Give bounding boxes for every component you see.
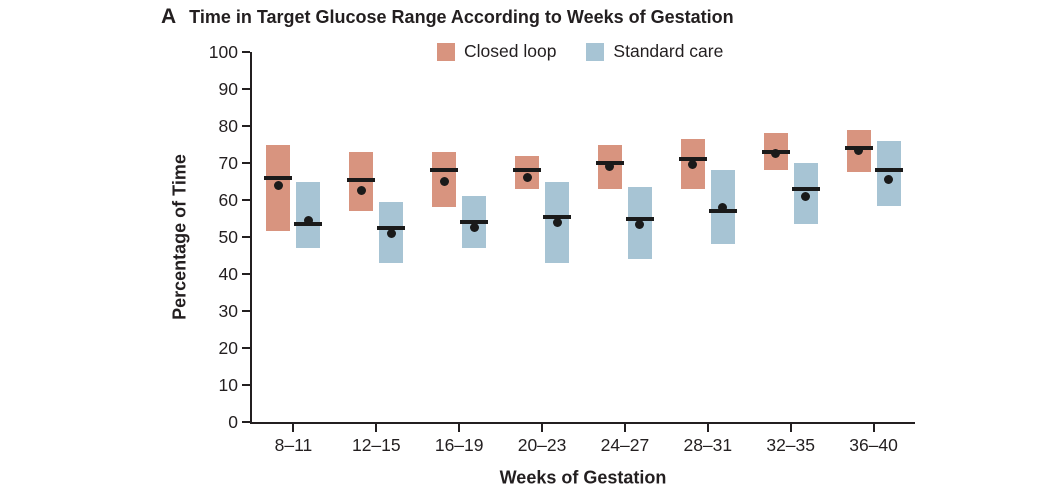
median-line-closed-loop [678, 157, 707, 162]
mean-dot-closed-loop [605, 162, 615, 172]
y-tick [242, 384, 250, 386]
y-tick-label: 0 [228, 412, 238, 432]
y-tick [242, 88, 250, 90]
y-tick [242, 236, 250, 238]
median-line-standard-care [625, 216, 654, 221]
x-tick-label: 28–31 [683, 435, 733, 455]
legend-swatch-standard-care-icon [586, 42, 605, 61]
y-tick [242, 310, 250, 312]
median-line-closed-loop [264, 175, 293, 180]
y-tick-label: 30 [218, 301, 238, 321]
mean-dot-closed-loop [522, 173, 532, 183]
median-line-standard-care [874, 168, 903, 173]
median-line-closed-loop [430, 168, 459, 173]
x-tick-label: 8–11 [274, 435, 313, 455]
y-tick [242, 273, 250, 275]
mean-dot-standard-care [469, 223, 479, 233]
chart-title: Time in Target Glucose Range According t… [189, 7, 734, 27]
figure-title-row: A Time in Target Glucose Range According … [161, 5, 734, 29]
y-tick [242, 125, 250, 127]
x-tick-label: 32–35 [766, 435, 816, 455]
mean-dot-standard-care [718, 202, 728, 212]
iqr-bar-standard-care [296, 181, 321, 249]
mean-dot-standard-care [884, 175, 894, 185]
mean-dot-closed-loop [273, 180, 283, 190]
mean-dot-standard-care [386, 228, 396, 238]
y-tick-label: 10 [218, 375, 238, 395]
x-tick [292, 424, 295, 432]
mean-dot-standard-care [303, 215, 313, 225]
median-line-closed-loop [513, 168, 542, 173]
x-tick-label: 20–23 [517, 435, 567, 455]
mean-dot-closed-loop [439, 177, 449, 186]
mean-dot-standard-care [635, 219, 645, 229]
y-tick-label: 50 [218, 227, 238, 247]
y-tick [242, 199, 250, 201]
mean-dot-standard-care [552, 217, 562, 227]
x-tick-label: 24–27 [600, 435, 650, 455]
median-line-standard-care [791, 186, 820, 191]
mean-dot-closed-loop [688, 160, 698, 170]
mean-dot-closed-loop [771, 149, 781, 159]
x-tick-label: 16–19 [434, 435, 484, 455]
y-tick-label: 80 [218, 116, 238, 136]
legend-label-standard-care: Standard care [613, 41, 724, 61]
x-tick [375, 424, 378, 432]
x-tick [541, 424, 544, 432]
y-tick [242, 162, 250, 164]
chart-legend: Closed loop Standard care [437, 41, 723, 62]
y-tick [242, 421, 250, 423]
y-tick [242, 347, 250, 349]
x-tick [872, 424, 875, 432]
panel-label: A [161, 5, 177, 28]
x-tick-label: 12–15 [351, 435, 401, 455]
x-tick-label: 36–40 [849, 435, 898, 455]
legend-label-closed-loop: Closed loop [464, 41, 557, 61]
mean-dot-closed-loop [356, 186, 366, 196]
y-tick-label: 100 [208, 42, 238, 62]
y-tick-label: 20 [218, 338, 238, 358]
mean-dot-closed-loop [854, 145, 864, 155]
legend-swatch-closed-loop-icon [437, 42, 455, 61]
x-tick [706, 424, 709, 432]
y-tick-label: 90 [218, 79, 238, 99]
y-tick-label: 40 [218, 264, 238, 284]
median-line-standard-care [377, 225, 406, 230]
y-tick-label: 60 [218, 190, 238, 210]
x-tick [623, 424, 626, 432]
median-line-standard-care [460, 220, 489, 225]
median-line-standard-care [543, 214, 572, 219]
x-axis-line [250, 422, 915, 424]
x-tick [789, 424, 792, 432]
y-tick-label: 70 [218, 153, 238, 173]
x-axis-title: Weeks of Gestation [499, 467, 667, 488]
mean-dot-standard-care [801, 191, 811, 201]
x-tick [458, 424, 461, 432]
median-line-closed-loop [347, 177, 376, 182]
y-tick [242, 51, 250, 53]
y-axis-line [250, 52, 252, 424]
iqr-bar-standard-care [876, 140, 901, 206]
